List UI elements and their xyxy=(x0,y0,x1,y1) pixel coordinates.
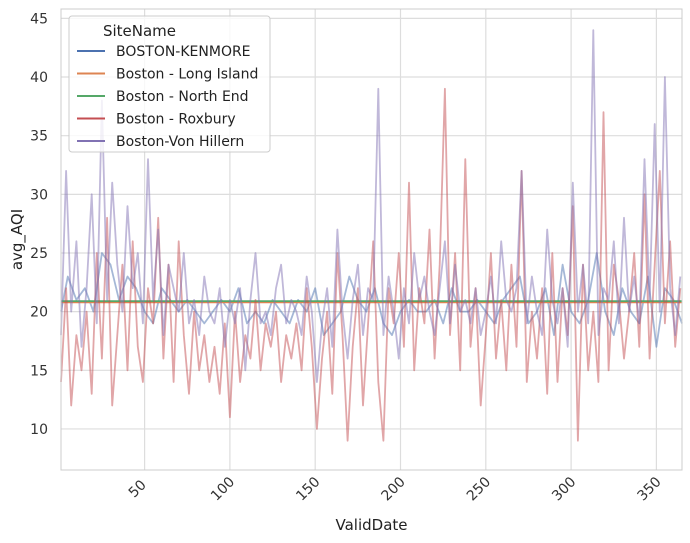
x-tick-label: 100 xyxy=(208,474,238,504)
x-tick-label: 150 xyxy=(293,474,323,504)
y-tick-label: 25 xyxy=(30,246,48,262)
series-line-4 xyxy=(60,29,682,383)
y-tick-label: 15 xyxy=(30,363,48,379)
x-tick-label: 200 xyxy=(379,474,409,504)
x-tick-label: 300 xyxy=(549,474,579,504)
y-tick-label: 20 xyxy=(30,305,48,321)
y-tick-label: 45 xyxy=(30,11,48,27)
x-tick-label: 350 xyxy=(634,474,664,504)
series-line-3 xyxy=(60,87,682,442)
legend-items: BOSTON-KENMORE Boston - Long Island Boston… xyxy=(77,44,258,150)
legend-label-3: Boston - Roxbury xyxy=(116,112,236,128)
y-tick-labels: 10 15 20 25 30 35 40 45 xyxy=(30,11,48,438)
legend-label-1: Boston - Long Island xyxy=(116,67,258,83)
legend-label-0: BOSTON-KENMORE xyxy=(116,44,251,60)
plot-frame xyxy=(60,8,683,471)
legend-label-2: Boston - North End xyxy=(116,89,249,105)
x-tick-label: 50 xyxy=(126,477,150,501)
y-tick-label: 30 xyxy=(30,187,48,203)
series-lines xyxy=(60,29,683,442)
y-tick-label: 35 xyxy=(30,129,48,145)
x-axis-title: ValidDate xyxy=(336,516,408,534)
x-tick-labels: 50 100 150 200 250 300 350 xyxy=(126,474,665,504)
x-tick-label: 250 xyxy=(464,474,494,504)
y-tick-label: 10 xyxy=(30,422,48,438)
legend-title: SiteName xyxy=(103,22,176,40)
y-axis-title: avg_AQI xyxy=(8,209,27,270)
legend-label-4: Boston-Von Hillern xyxy=(116,134,244,150)
y-tick-label: 40 xyxy=(30,70,48,86)
legend: SiteName BOSTON-KENMORE Boston - Long Isl… xyxy=(68,15,271,153)
series-line-0 xyxy=(60,252,683,348)
legend-box xyxy=(68,15,271,153)
